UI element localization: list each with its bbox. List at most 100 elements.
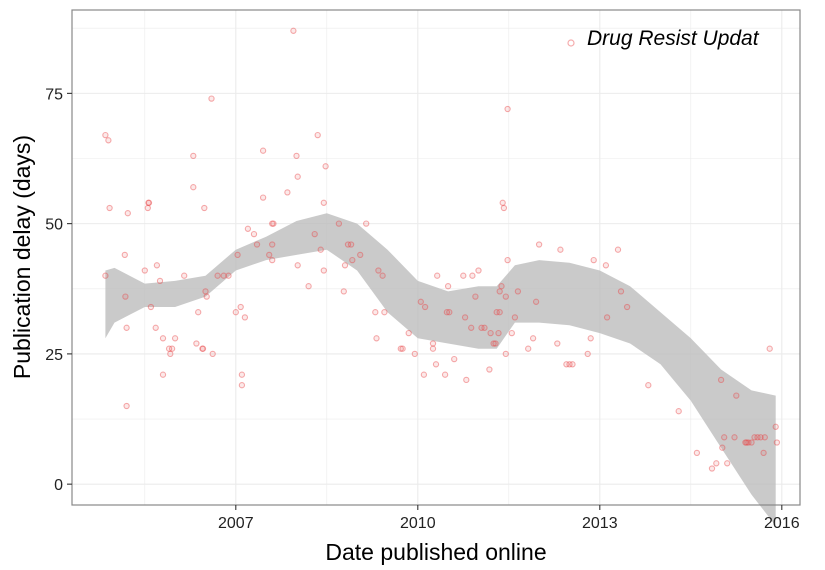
data-point (525, 345, 532, 352)
data-point (743, 439, 750, 446)
data-point (760, 449, 767, 457)
data-point (311, 230, 318, 238)
data-point (290, 27, 297, 34)
data-point (106, 204, 113, 212)
data-point (165, 345, 173, 352)
data-point (772, 423, 779, 430)
x-axis-ticks: 2007 2010 2013 2016 (218, 505, 800, 532)
data-point (314, 131, 321, 139)
data-point (225, 272, 232, 279)
data-point (284, 189, 291, 196)
data-point (102, 131, 109, 139)
data-point (478, 324, 485, 331)
data-point (244, 225, 252, 232)
data-point (708, 465, 716, 472)
data-point (713, 460, 720, 467)
data-point (724, 460, 731, 467)
data-point (417, 298, 424, 305)
data-point (124, 210, 131, 217)
data-point (159, 371, 167, 378)
data-point (461, 314, 469, 321)
data-point (603, 314, 611, 321)
legend: Drug Resist Updat (567, 27, 760, 50)
legend-label: Drug Resist Updat (587, 27, 760, 50)
data-point (379, 272, 386, 279)
data-point (397, 345, 404, 352)
data-point (195, 309, 202, 316)
data-point (587, 335, 594, 342)
data-point (563, 361, 570, 368)
data-point (719, 444, 726, 451)
data-point (481, 324, 488, 331)
data-point (159, 335, 167, 342)
data-point (123, 324, 130, 331)
data-point (167, 350, 174, 358)
data-point (499, 199, 506, 206)
data-point (232, 309, 239, 316)
data-point (270, 220, 277, 227)
data-point (335, 220, 343, 227)
data-point (357, 251, 364, 259)
data-point (731, 434, 738, 441)
data-point (602, 262, 610, 269)
data-point (496, 288, 503, 295)
data-point (590, 256, 597, 264)
data-point (429, 340, 437, 347)
data-point (742, 439, 749, 446)
data-point (190, 184, 197, 191)
data-point (238, 371, 246, 378)
data-point (372, 309, 379, 316)
data-point (645, 382, 652, 389)
data-point (469, 272, 476, 279)
data-point (584, 350, 591, 358)
data-point (529, 335, 537, 342)
data-point (122, 293, 129, 300)
y-axis-ticks: 0 25 50 75 (45, 86, 72, 494)
data-point (259, 147, 267, 154)
data-point (269, 241, 276, 248)
data-point (420, 371, 428, 378)
data-point (421, 303, 429, 311)
data-point (399, 345, 406, 352)
data-point (105, 137, 112, 144)
data-point (349, 256, 356, 264)
data-point (250, 230, 258, 238)
x-tick-label: 2010 (400, 515, 436, 532)
data-point (190, 152, 197, 160)
data-point (193, 340, 200, 347)
data-point (511, 314, 519, 321)
data-point (500, 204, 508, 212)
data-point (293, 152, 300, 160)
data-point (241, 314, 249, 321)
data-point (320, 199, 327, 206)
data-point (199, 345, 207, 352)
data-point (486, 366, 493, 373)
data-point (344, 241, 352, 248)
data-point (269, 220, 276, 227)
data-point (259, 194, 267, 201)
legend-key-point (567, 39, 575, 47)
data-point (717, 376, 725, 384)
data-point (181, 272, 188, 279)
data-point (411, 350, 418, 358)
data-point (375, 267, 382, 274)
data-point (761, 434, 768, 441)
data-point (733, 392, 740, 399)
data-point (145, 199, 153, 206)
data-point (504, 256, 511, 264)
data-point (145, 199, 152, 206)
data-point (566, 361, 573, 368)
data-point (569, 361, 576, 368)
x-tick-label: 2013 (582, 515, 618, 532)
data-point (492, 340, 499, 347)
data-point (429, 345, 437, 352)
data-point (446, 309, 453, 316)
data-point (614, 246, 622, 253)
data-point (554, 340, 561, 347)
data-point (171, 335, 179, 342)
data-point (496, 309, 503, 316)
data-point (472, 293, 479, 300)
data-point (623, 303, 631, 311)
x-tick-label: 2016 (764, 515, 800, 532)
y-tick-label: 75 (45, 86, 63, 103)
